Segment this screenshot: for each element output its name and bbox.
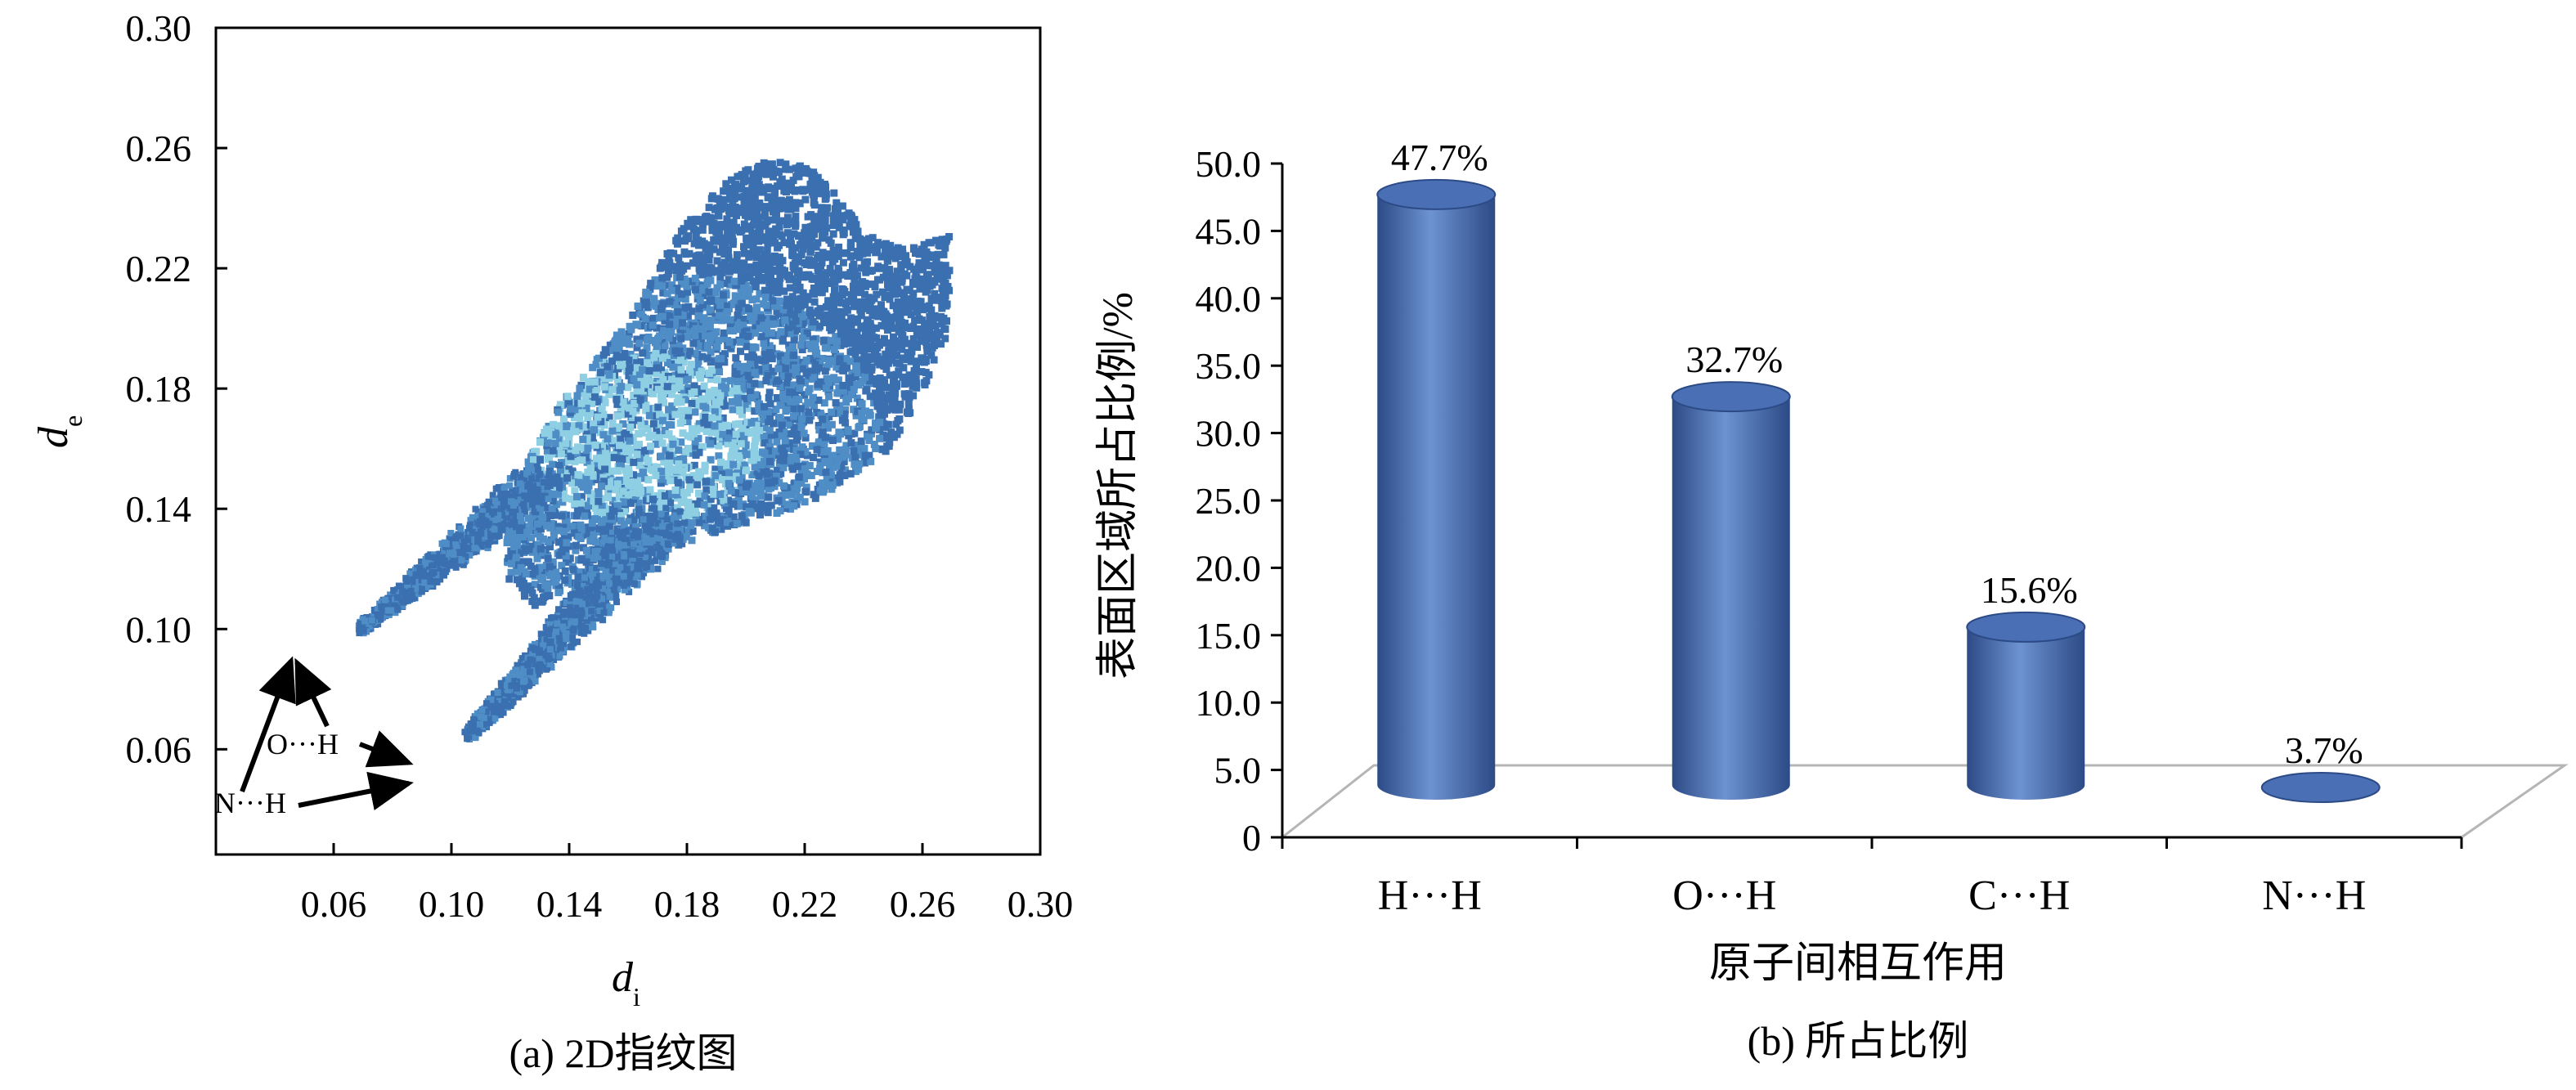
bar [1966, 611, 2086, 800]
bar-data-label: 47.7% [1391, 137, 1488, 178]
fingerprint-y-tick-label: 0.30 [126, 7, 192, 49]
fingerprint-x-tick-label: 0.30 [1008, 883, 1074, 925]
bar-body [1672, 397, 1790, 800]
fingerprint-y-axis-label: de [30, 415, 88, 448]
bar [1671, 381, 1791, 800]
fingerprint-caption: (a) 2D指纹图 [509, 1030, 737, 1076]
nh-annotation-label: N···H [214, 787, 286, 819]
fingerprint-y-tick-label: 0.18 [126, 368, 192, 410]
bar-chart-y-tick-label: 0 [1242, 817, 1261, 859]
fingerprint-y-tick-label: 0.26 [126, 128, 192, 169]
bar-category-label: H···H [1378, 872, 1482, 919]
fingerprint-x-axis-label: di [612, 954, 640, 1012]
bar-chart-y-tick-label: 30.0 [1196, 413, 1262, 455]
bar-chart-y-tick-label: 40.0 [1196, 278, 1262, 320]
bar-top [2260, 772, 2381, 804]
bar-body [1967, 626, 2085, 800]
oh-arrow-1 [294, 657, 332, 728]
fingerprint-plot-frame [214, 26, 1042, 856]
fingerprint-point-cloud [355, 159, 954, 742]
bar-data-label: 15.6% [1981, 569, 2078, 611]
nh-arrow-2 [298, 771, 414, 810]
bar-top [1376, 178, 1497, 210]
fingerprint-y-tick-label: 0.10 [126, 608, 192, 650]
fingerprint-plot-panel: 0.06 0.10 0.14 0.18 0.22 0.26 0.30 0.06 0.10 0.14… [30, 7, 1073, 1076]
fingerprint-y-tick-label: 0.14 [126, 488, 192, 530]
bar-data-label: 32.7% [1685, 339, 1783, 380]
bar [1376, 178, 1497, 801]
bar-data-label: 3.7% [2285, 729, 2363, 771]
bar-body [1377, 194, 1496, 801]
bar-series: 47.7% 32.7% 15.6% 3.7% [1376, 137, 2381, 804]
fingerprint-y-tick-label: 0.06 [126, 729, 192, 770]
bar-chart-y-tick-label: 20.0 [1196, 547, 1262, 589]
bar-chart-y-tick-label: 45.0 [1196, 210, 1262, 252]
bar-chart-y-tick-label: 10.0 [1196, 682, 1262, 724]
bar-category-label: O···H [1672, 872, 1776, 919]
fingerprint-x-tick-label: 0.10 [419, 883, 485, 925]
bar [2260, 772, 2381, 804]
bar-chart-y-tick-label: 35.0 [1196, 345, 1262, 387]
fingerprint-axes: 0.06 0.10 0.14 0.18 0.22 0.26 0.30 0.06 0.10 0.14… [126, 7, 1074, 925]
bar-chart-x-axis-label: 原子间相互作用 [1709, 940, 2007, 987]
bar-category-label: C···H [1968, 872, 2070, 919]
fingerprint-y-tick-label: 0.22 [126, 248, 192, 289]
proportion-chart-panel: 0 5.0 10.0 15.0 20.0 25.0 30.0 35.0 40.0 45.0 50.0… [1095, 137, 2569, 1064]
fingerprint-annotations: O···H N···H [214, 656, 414, 819]
oh-annotation-label: O···H [267, 728, 339, 760]
fingerprint-x-tick-label: 0.26 [890, 883, 956, 925]
bar-chart-y-axis-label: 表面区域所占比例/% [1095, 292, 1142, 680]
bar-chart-caption: (b) 所占比例 [1748, 1018, 1969, 1064]
nh-arrow-1 [240, 656, 296, 793]
bar-category-label: N···H [2262, 872, 2366, 919]
oh-arrow-2 [358, 730, 414, 768]
bar-chart-axes: 0 5.0 10.0 15.0 20.0 25.0 30.0 35.0 40.0 45.0 50.0… [1196, 143, 2463, 919]
fingerprint-x-tick-label: 0.22 [772, 883, 838, 925]
fingerprint-x-tick-label: 0.14 [536, 883, 603, 925]
bar-chart-y-tick-label: 15.0 [1196, 615, 1262, 657]
bar-chart-y-tick-label: 50.0 [1196, 143, 1262, 185]
bar-top [1671, 381, 1791, 413]
fingerprint-x-tick-label: 0.18 [654, 883, 720, 925]
bar-top [1966, 611, 2086, 643]
bar-chart-y-tick-label: 25.0 [1196, 480, 1262, 522]
fingerprint-x-tick-label: 0.06 [301, 883, 367, 925]
bar-chart-y-tick-label: 5.0 [1214, 750, 1262, 792]
